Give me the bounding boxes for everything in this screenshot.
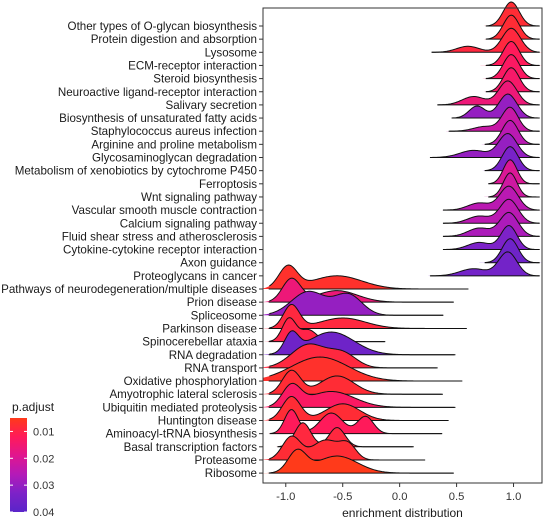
- ridge-outline: [443, 211, 540, 237]
- y-tick-label: Arginine and proline metabolism: [91, 138, 257, 151]
- ridge-area: [263, 133, 542, 158]
- ridge-outline: [486, 14, 540, 40]
- y-tick-label: Neuroactive ligand-receptor interaction: [58, 86, 257, 99]
- y-tick-label: Proteoglycans in cancer: [133, 270, 257, 283]
- y-tick-label: Spinocerebellar ataxia: [142, 336, 257, 349]
- y-tick-label: Salivary secretion: [166, 99, 258, 112]
- ridge-area: [263, 383, 542, 408]
- ridge-outline: [449, 106, 540, 132]
- plot-panel: [262, 7, 543, 484]
- y-tick-label: Protein digestion and absorption: [91, 33, 257, 46]
- ridge-34: [263, 448, 542, 474]
- y-tick-label: Prion disease: [187, 296, 257, 309]
- legend-tick-label: 0.01: [33, 426, 54, 438]
- ridge-area: [263, 422, 542, 447]
- y-tick-label: Biosynthesis of unsaturated fatty acids: [59, 112, 257, 125]
- ridge-6: [263, 80, 542, 106]
- ridge-area: [263, 80, 542, 105]
- ridge-area: [263, 212, 542, 237]
- y-tick-label: Steroid biosynthesis: [153, 73, 257, 86]
- y-tick-label: Other types of O-glycan biosynthesis: [68, 20, 258, 33]
- ridge-16: [263, 211, 542, 237]
- ridge-outline: [443, 225, 540, 251]
- ridge-area: [263, 94, 542, 119]
- y-tick-label: Basal transcription factors: [124, 441, 258, 454]
- ridge-outline: [443, 185, 540, 211]
- ridge-10: [263, 132, 542, 158]
- ridge-area: [263, 449, 542, 474]
- ridges-layer: [263, 1, 542, 474]
- legend-colorbar: [10, 418, 27, 512]
- ridge-outline: [486, 54, 540, 80]
- y-tick-label: Huntington disease: [158, 415, 257, 428]
- y-tick-label: Fluid shear stress and atherosclerosis: [62, 230, 257, 243]
- y-tick-label: Lysosome: [205, 46, 257, 59]
- y-tick-label: Amyotrophic lateral sclerosis: [109, 388, 257, 401]
- y-tick-label: Ubiquitin mediated proteolysis: [102, 401, 257, 414]
- ridge-32: [263, 422, 542, 448]
- ridge-area: [263, 265, 542, 289]
- y-tick-label: Axon guidance: [180, 257, 257, 270]
- x-axis: -1.0 -0.5 0.0 0.5 1.0: [276, 483, 521, 503]
- ridge-area: [263, 291, 542, 316]
- ridge-19: [263, 251, 542, 277]
- ridge-area: [263, 409, 542, 434]
- ridge-area: [263, 357, 542, 382]
- y-tick-label: Pathways of neurodegeneration/multiple d…: [1, 283, 257, 296]
- x-tick-label: -1.0: [276, 491, 295, 503]
- ridge-23: [263, 303, 542, 329]
- y-tick-label: Wnt signaling pathway: [141, 191, 257, 204]
- x-tick-label: 0.5: [449, 491, 465, 503]
- y-tick-label: Ribosome: [205, 467, 257, 480]
- y-tick-label: RNA transport: [184, 362, 258, 375]
- ridge-area: [263, 370, 542, 395]
- legend-tick-label: 0.03: [33, 480, 54, 492]
- ridge-outline: [484, 119, 540, 145]
- y-tick-label: Staphylococcus aureus infection: [91, 125, 257, 138]
- color-legend: p.adjust 0.01 0.02 0.03 0.04: [10, 400, 55, 519]
- y-tick-label: Spliceosome: [191, 309, 257, 322]
- ridge-outline: [430, 251, 540, 277]
- ridge-0: [263, 1, 542, 27]
- x-axis-title: enrichment distribution: [342, 506, 463, 520]
- ridge-outline: [437, 80, 540, 106]
- ridge-outline: [486, 40, 540, 66]
- y-tick-label: Ferroptosis: [199, 178, 257, 191]
- ridge-27: [263, 356, 542, 382]
- legend-tick-label: 0.02: [33, 453, 54, 465]
- y-tick-label: Glycosaminoglycan degradation: [92, 152, 257, 165]
- y-tick-label: Proteasome: [194, 454, 257, 467]
- ridge-outline: [486, 67, 540, 93]
- ridge-outline: [431, 27, 540, 53]
- y-tick-label: RNA degradation: [169, 349, 257, 362]
- y-tick-label: Vascular smooth muscle contraction: [72, 204, 257, 217]
- ridge-outline: [451, 93, 540, 119]
- ridge-outline: [484, 238, 540, 264]
- legend-title: p.adjust: [12, 400, 55, 414]
- x-tick-label: -0.5: [333, 491, 352, 503]
- y-tick-label: Calcium signaling pathway: [120, 217, 257, 230]
- y-tick-label: ECM-receptor interaction: [128, 59, 257, 72]
- ridge-area: [263, 251, 542, 276]
- y-tick-label: Oxidative phosphorylation: [124, 375, 257, 388]
- ridge-outline: [486, 1, 540, 27]
- y-axis-labels: Other types of O-glycan biosynthesisProt…: [1, 20, 263, 480]
- x-tick-label: 1.0: [506, 491, 522, 503]
- ridge-area: [263, 304, 542, 329]
- ridge-area: [263, 435, 542, 460]
- y-tick-label: Aminoacyl-tRNA biosynthesis: [106, 428, 258, 441]
- legend-tick-label: 0.04: [33, 507, 54, 519]
- ridge-22: [263, 290, 542, 316]
- ridge-7: [263, 93, 542, 119]
- ridge-outline: [430, 132, 540, 158]
- y-tick-label: Cytokine-cytokine receptor interaction: [63, 244, 257, 257]
- y-tick-label: Metabolism of xenobiotics by cytochrome …: [15, 165, 257, 178]
- ridge-outline: [484, 146, 540, 172]
- x-tick-label: 0.0: [392, 491, 408, 503]
- legend-ticks: 0.01 0.02 0.03 0.04: [10, 426, 54, 519]
- ridge-outline: [443, 198, 540, 224]
- ridge-area: [263, 2, 542, 26]
- y-tick-label: Parkinson disease: [162, 322, 257, 335]
